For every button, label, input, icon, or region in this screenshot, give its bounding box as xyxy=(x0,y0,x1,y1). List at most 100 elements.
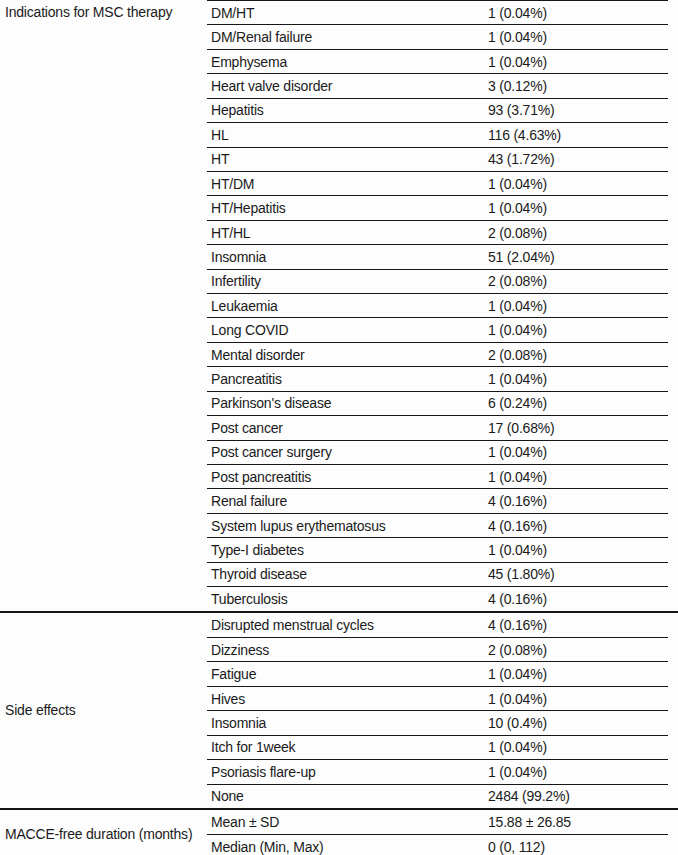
row-label: HL xyxy=(207,127,488,143)
row-value: 3 (0.12%) xyxy=(488,78,668,94)
row-label: Dizziness xyxy=(207,642,488,658)
row-label: Hepatitis xyxy=(207,102,488,118)
table-row: Post cancer17 (0.68%) xyxy=(207,415,668,439)
row-label: Mean ± SD xyxy=(207,814,488,830)
row-value: 4 (0.16%) xyxy=(488,617,668,633)
row-label: HT xyxy=(207,151,488,167)
row-value: 1 (0.04%) xyxy=(488,176,668,192)
row-value: 1 (0.04%) xyxy=(488,764,668,780)
row-label: Insomnia xyxy=(207,249,488,265)
row-value: 1 (0.04%) xyxy=(488,739,668,755)
table-row: Emphysema1 (0.04%) xyxy=(207,49,668,73)
row-value: 2 (0.08%) xyxy=(488,347,668,363)
row-label: DM/HT xyxy=(207,5,488,21)
row-value: 4 (0.16%) xyxy=(488,493,668,509)
table-row: Thyroid disease45 (1.80%) xyxy=(207,562,668,586)
row-value: 2 (0.08%) xyxy=(488,225,668,241)
row-label: Renal failure xyxy=(207,493,488,509)
row-label: HT/HL xyxy=(207,225,488,241)
row-value: 4 (0.16%) xyxy=(488,518,668,534)
table-row: DM/HT1 (0.04%) xyxy=(207,0,668,24)
row-value: 0 (0, 112) xyxy=(488,839,668,855)
table-row: HT/Hepatitis1 (0.04%) xyxy=(207,195,668,219)
table-row: Type-I diabetes1 (0.04%) xyxy=(207,537,668,561)
table-row: Long COVID1 (0.04%) xyxy=(207,317,668,341)
row-label: Insomnia xyxy=(207,715,488,731)
row-value: 2 (0.08%) xyxy=(488,642,668,658)
table-row: Leukaemia1 (0.04%) xyxy=(207,293,668,317)
table-row: DM/Renal failure1 (0.04%) xyxy=(207,24,668,48)
row-label: Long COVID xyxy=(207,322,488,338)
row-value: 1 (0.04%) xyxy=(488,54,668,70)
section-label-macce-free-duration: MACCE-free duration (months) xyxy=(0,810,207,855)
row-label: Heart valve disorder xyxy=(207,78,488,94)
row-label: System lupus erythematosus xyxy=(207,518,488,534)
table-row: Post cancer surgery1 (0.04%) xyxy=(207,440,668,464)
row-label: Median (Min, Max) xyxy=(207,839,488,855)
row-label: Infertility xyxy=(207,273,488,289)
row-value: 1 (0.04%) xyxy=(488,29,668,45)
row-label: Emphysema xyxy=(207,54,488,70)
row-label: Leukaemia xyxy=(207,298,488,314)
row-label: None xyxy=(207,788,488,804)
row-label: HT/DM xyxy=(207,176,488,192)
row-label: Hives xyxy=(207,691,488,707)
row-value: 1 (0.04%) xyxy=(488,469,668,485)
row-label: Parkinson's disease xyxy=(207,395,488,411)
row-label: HT/Hepatitis xyxy=(207,200,488,216)
row-value: 2 (0.08%) xyxy=(488,273,668,289)
row-label: Psoriasis flare-up xyxy=(207,764,488,780)
table-row: Pancreatitis1 (0.04%) xyxy=(207,366,668,390)
section-rows-macce-free-duration: Mean ± SD15.88 ± 26.85Median (Min, Max)0… xyxy=(207,810,668,855)
table-row: HL116 (4.63%) xyxy=(207,122,668,146)
section-rows-indications: DM/HT1 (0.04%)DM/Renal failure1 (0.04%)E… xyxy=(207,0,668,611)
row-value: 1 (0.04%) xyxy=(488,5,668,21)
row-value: 43 (1.72%) xyxy=(488,151,668,167)
table-row: System lupus erythematosus4 (0.16%) xyxy=(207,513,668,537)
section-macce-free-duration: MACCE-free duration (months) Mean ± SD15… xyxy=(0,808,678,855)
statistics-table: Indications for MSC therapy DM/HT1 (0.04… xyxy=(0,0,678,855)
table-row: HT/DM1 (0.04%) xyxy=(207,171,668,195)
row-label: Post pancreatitis xyxy=(207,469,488,485)
table-row: Infertility2 (0.08%) xyxy=(207,269,668,293)
row-label: Post cancer surgery xyxy=(207,444,488,460)
row-value: 1 (0.04%) xyxy=(488,371,668,387)
section-indications-for-msc-therapy: Indications for MSC therapy DM/HT1 (0.04… xyxy=(0,0,678,611)
row-label: Post cancer xyxy=(207,420,488,436)
row-value: 15.88 ± 26.85 xyxy=(488,814,668,830)
row-label: Disrupted menstrual cycles xyxy=(207,617,488,633)
row-label: DM/Renal failure xyxy=(207,29,488,45)
row-value: 51 (2.04%) xyxy=(488,249,668,265)
table-row: Median (Min, Max)0 (0, 112) xyxy=(207,834,668,855)
row-label: Itch for 1week xyxy=(207,739,488,755)
row-value: 1 (0.04%) xyxy=(488,691,668,707)
table-row: Insomnia51 (2.04%) xyxy=(207,244,668,268)
table-row: Hives1 (0.04%) xyxy=(207,686,668,710)
row-label: Tuberculosis xyxy=(207,591,488,607)
table-row: Fatigue1 (0.04%) xyxy=(207,661,668,685)
row-value: 93 (3.71%) xyxy=(488,102,668,118)
table-row: Dizziness2 (0.08%) xyxy=(207,637,668,661)
table-row: HT/HL2 (0.08%) xyxy=(207,220,668,244)
table-row: Mean ± SD15.88 ± 26.85 xyxy=(207,810,668,834)
row-value: 6 (0.24%) xyxy=(488,395,668,411)
row-value: 10 (0.4%) xyxy=(488,715,668,731)
table-row: Insomnia10 (0.4%) xyxy=(207,710,668,734)
table-row: Post pancreatitis1 (0.04%) xyxy=(207,464,668,488)
row-value: 45 (1.80%) xyxy=(488,566,668,582)
row-label: Fatigue xyxy=(207,666,488,682)
section-rows-side-effects: Disrupted menstrual cycles4 (0.16%)Dizzi… xyxy=(207,613,668,808)
table-row: Psoriasis flare-up1 (0.04%) xyxy=(207,759,668,783)
row-value: 1 (0.04%) xyxy=(488,444,668,460)
row-label: Pancreatitis xyxy=(207,371,488,387)
row-value: 116 (4.63%) xyxy=(488,127,668,143)
table-row: Parkinson's disease6 (0.24%) xyxy=(207,391,668,415)
table-row: Mental disorder2 (0.08%) xyxy=(207,342,668,366)
row-value: 1 (0.04%) xyxy=(488,200,668,216)
table-row: Itch for 1week1 (0.04%) xyxy=(207,735,668,759)
row-value: 2484 (99.2%) xyxy=(488,788,668,804)
section-label-indications: Indications for MSC therapy xyxy=(0,0,207,611)
table-row: Hepatitis93 (3.71%) xyxy=(207,98,668,122)
table-row: None2484 (99.2%) xyxy=(207,784,668,808)
table-row: HT43 (1.72%) xyxy=(207,147,668,171)
